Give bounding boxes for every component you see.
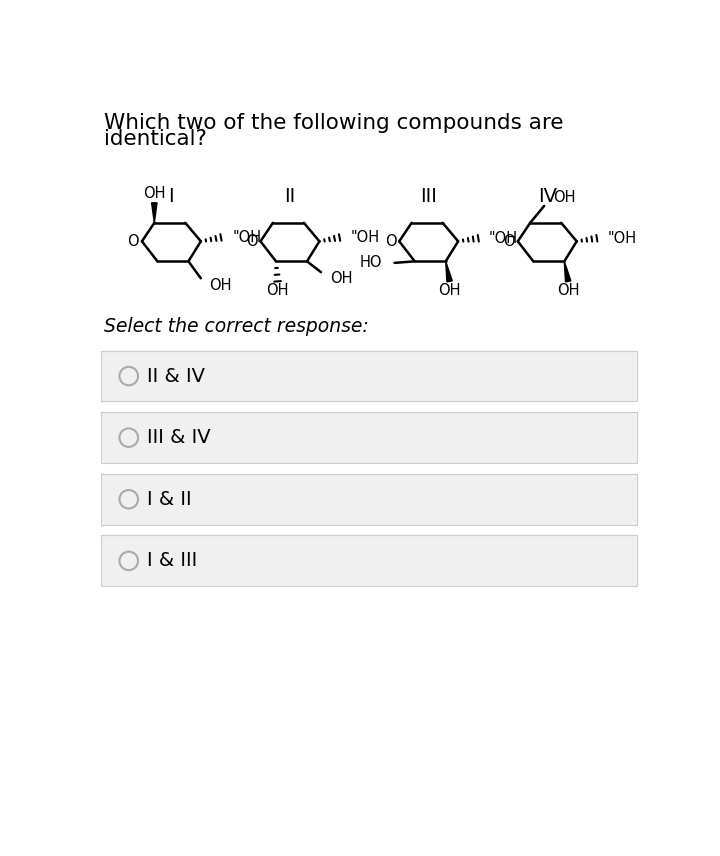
Text: OH: OH <box>210 278 232 294</box>
Text: Select the correct response:: Select the correct response: <box>104 317 369 336</box>
Text: I: I <box>168 187 174 206</box>
Text: OH: OH <box>557 283 580 298</box>
FancyBboxPatch shape <box>101 413 637 463</box>
Text: "OH: "OH <box>351 230 379 245</box>
Text: "OH: "OH <box>489 231 518 246</box>
FancyBboxPatch shape <box>101 474 637 525</box>
FancyBboxPatch shape <box>101 536 637 586</box>
Text: Which two of the following compounds are: Which two of the following compounds are <box>104 113 564 133</box>
Text: OH: OH <box>438 283 461 298</box>
Text: II & IV: II & IV <box>148 366 205 385</box>
Text: III: III <box>420 187 437 206</box>
Text: "OH: "OH <box>608 231 636 246</box>
FancyBboxPatch shape <box>101 351 637 401</box>
Text: OH: OH <box>143 186 166 201</box>
Text: identical?: identical? <box>104 129 207 149</box>
Text: I & III: I & III <box>148 551 197 570</box>
Text: O: O <box>503 234 515 249</box>
Text: I & II: I & II <box>148 490 192 508</box>
Text: "OH: "OH <box>233 230 262 245</box>
Text: IV: IV <box>538 187 557 206</box>
Polygon shape <box>446 261 452 282</box>
Text: HO: HO <box>360 255 382 270</box>
Text: III & IV: III & IV <box>148 428 211 447</box>
Text: OH: OH <box>266 283 289 298</box>
Text: O: O <box>127 234 139 249</box>
Text: O: O <box>385 234 397 249</box>
Text: OH: OH <box>554 190 576 205</box>
Polygon shape <box>564 261 571 282</box>
Polygon shape <box>152 203 157 223</box>
Text: II: II <box>284 187 296 206</box>
Text: OH: OH <box>330 270 353 286</box>
Text: O: O <box>246 234 258 249</box>
